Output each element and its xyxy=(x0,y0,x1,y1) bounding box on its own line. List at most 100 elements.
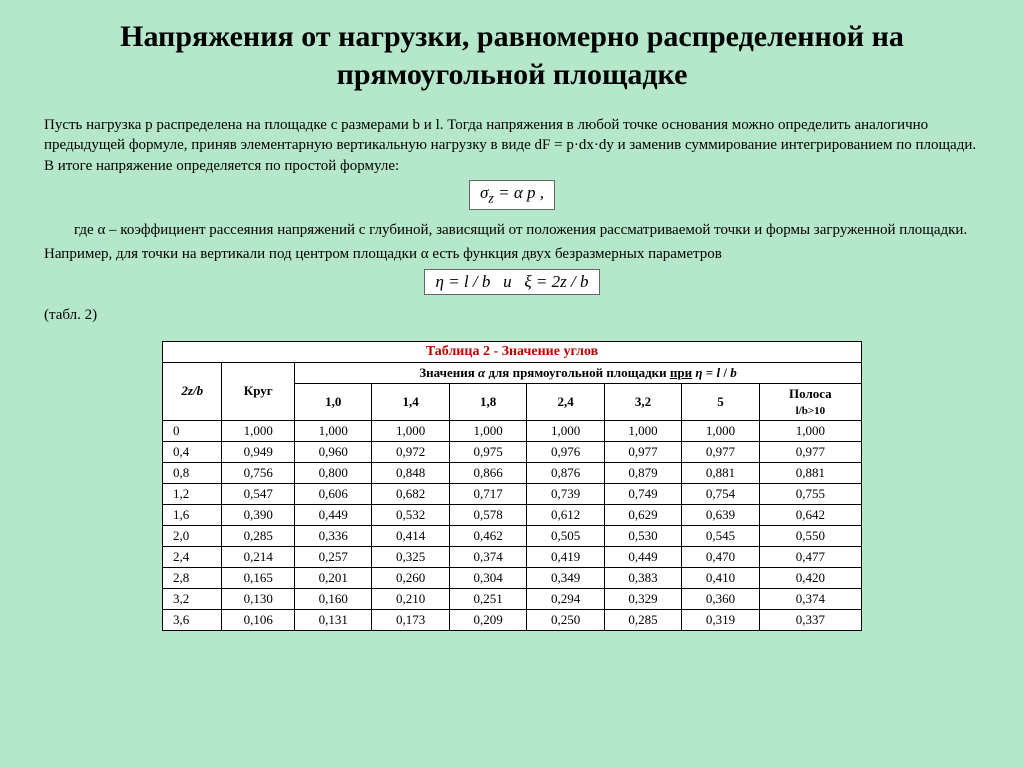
formula-1: σz = α p , xyxy=(469,180,555,210)
col-header-group: Значения α для прямоугольной площадки пр… xyxy=(294,362,861,383)
table-cell: 0,337 xyxy=(759,609,861,630)
table-cell: 0,800 xyxy=(294,462,371,483)
eta-col-3: 2,4 xyxy=(527,383,604,420)
table-cell: 0,642 xyxy=(759,504,861,525)
table-cell: 0,449 xyxy=(294,504,371,525)
table-cell: 0,304 xyxy=(449,567,526,588)
table-cell: 0,419 xyxy=(527,546,604,567)
formula-2: η = l / b и ξ = 2z / b xyxy=(424,269,599,295)
table-cell: 0,414 xyxy=(372,525,449,546)
table-cell: 0,477 xyxy=(759,546,861,567)
table-cell: 0,210 xyxy=(372,588,449,609)
table-cell: 0,976 xyxy=(527,441,604,462)
document-page: Напряжения от нагрузки, равномерно распр… xyxy=(0,0,1024,641)
table-cell: 0,160 xyxy=(294,588,371,609)
table-cell: 0,257 xyxy=(294,546,371,567)
table-cell: 0,739 xyxy=(527,483,604,504)
table-cell: 3,6 xyxy=(163,609,222,630)
table-cell: 0,977 xyxy=(682,441,759,462)
table-cell: 0,960 xyxy=(294,441,371,462)
table-row: 2,80,1650,2010,2600,3040,3490,3830,4100,… xyxy=(163,567,862,588)
table-cell: 0,606 xyxy=(294,483,371,504)
eta-col-0: 1,0 xyxy=(294,383,371,420)
table-cell: 0,201 xyxy=(294,567,371,588)
table-cell: 0,629 xyxy=(604,504,681,525)
table-cell: 0,390 xyxy=(222,504,295,525)
table-row: 3,60,1060,1310,1730,2090,2500,2850,3190,… xyxy=(163,609,862,630)
table-cell: 3,2 xyxy=(163,588,222,609)
table-cell: 0,285 xyxy=(222,525,295,546)
table-cell: 0,470 xyxy=(682,546,759,567)
table-cell: 0,4 xyxy=(163,441,222,462)
paragraph-2-text: где α – коэффициент рассеяния напряжений… xyxy=(74,222,967,238)
formula-1-wrap: σz = α p , xyxy=(44,180,980,210)
table-cell: 0,209 xyxy=(449,609,526,630)
table-cell: 0,755 xyxy=(759,483,861,504)
table-cell: 1,2 xyxy=(163,483,222,504)
table-row: 1,20,5470,6060,6820,7170,7390,7490,7540,… xyxy=(163,483,862,504)
table-cell: 0,977 xyxy=(759,441,861,462)
col-header-2zb: 2z/b xyxy=(163,362,222,420)
table-cell: 0,410 xyxy=(682,567,759,588)
table-body: 01,0001,0001,0001,0001,0001,0001,0001,00… xyxy=(163,420,862,630)
page-title: Напряжения от нагрузки, равномерно распр… xyxy=(44,18,980,93)
table-row: 01,0001,0001,0001,0001,0001,0001,0001,00… xyxy=(163,420,862,441)
table-cell: 0,319 xyxy=(682,609,759,630)
table-cell: 1,000 xyxy=(372,420,449,441)
table-wrap: Таблица 2 - Значение углов 2z/b Круг Зна… xyxy=(162,341,862,631)
col-header-circle: Круг xyxy=(222,362,295,420)
table-cell: 0,325 xyxy=(372,546,449,567)
table-cell: 0,505 xyxy=(527,525,604,546)
table-cell: 0,349 xyxy=(527,567,604,588)
table-cell: 0,848 xyxy=(372,462,449,483)
table-cell: 1,000 xyxy=(682,420,759,441)
table-cell: 1,000 xyxy=(604,420,681,441)
table-row: 0,80,7560,8000,8480,8660,8760,8790,8810,… xyxy=(163,462,862,483)
table-cell: 0,360 xyxy=(682,588,759,609)
table-cell: 0,879 xyxy=(604,462,681,483)
table-cell: 0,639 xyxy=(682,504,759,525)
paragraph-3: Например, для точки на вертикали под цен… xyxy=(44,244,980,264)
table-cell: 0,260 xyxy=(372,567,449,588)
table-cell: 2,4 xyxy=(163,546,222,567)
table-cell: 1,000 xyxy=(759,420,861,441)
table-cell: 0,717 xyxy=(449,483,526,504)
table-cell: 0,383 xyxy=(604,567,681,588)
table-cell: 0,374 xyxy=(449,546,526,567)
table-cell: 1,6 xyxy=(163,504,222,525)
table-caption: Таблица 2 - Значение углов xyxy=(163,341,862,362)
eta-col-2: 1,8 xyxy=(449,383,526,420)
alpha-table: Таблица 2 - Значение углов 2z/b Круг Зна… xyxy=(162,341,862,631)
table-cell: 0,130 xyxy=(222,588,295,609)
table-cell: 1,000 xyxy=(449,420,526,441)
table-cell: 2,0 xyxy=(163,525,222,546)
table-cell: 0,374 xyxy=(759,588,861,609)
table-cell: 0,285 xyxy=(604,609,681,630)
table-cell: 0,949 xyxy=(222,441,295,462)
table-cell: 0,977 xyxy=(604,441,681,462)
paragraph-2: где α – коэффициент рассеяния напряжений… xyxy=(44,220,980,240)
table-cell: 0,612 xyxy=(527,504,604,525)
table-cell: 0,876 xyxy=(527,462,604,483)
table-cell: 0,173 xyxy=(372,609,449,630)
table-cell: 0,749 xyxy=(604,483,681,504)
table-cell: 0,449 xyxy=(604,546,681,567)
table-cell: 0,294 xyxy=(527,588,604,609)
table-cell: 0,532 xyxy=(372,504,449,525)
table-cell: 0,106 xyxy=(222,609,295,630)
table-row: 3,20,1300,1600,2100,2510,2940,3290,3600,… xyxy=(163,588,862,609)
table-cell: 2,8 xyxy=(163,567,222,588)
table-cell: 0,881 xyxy=(682,462,759,483)
table-cell: 0,250 xyxy=(527,609,604,630)
table-cell: 0,8 xyxy=(163,462,222,483)
eta-col-1: 1,4 xyxy=(372,383,449,420)
table-row: 1,60,3900,4490,5320,5780,6120,6290,6390,… xyxy=(163,504,862,525)
formula-2-wrap: η = l / b и ξ = 2z / b xyxy=(44,269,980,295)
table-cell: 0 xyxy=(163,420,222,441)
table-cell: 0,975 xyxy=(449,441,526,462)
table-cell: 0,754 xyxy=(682,483,759,504)
table-cell: 0,881 xyxy=(759,462,861,483)
eta-col-5: 5 xyxy=(682,383,759,420)
table-cell: 0,550 xyxy=(759,525,861,546)
table-row: 0,40,9490,9600,9720,9750,9760,9770,9770,… xyxy=(163,441,862,462)
